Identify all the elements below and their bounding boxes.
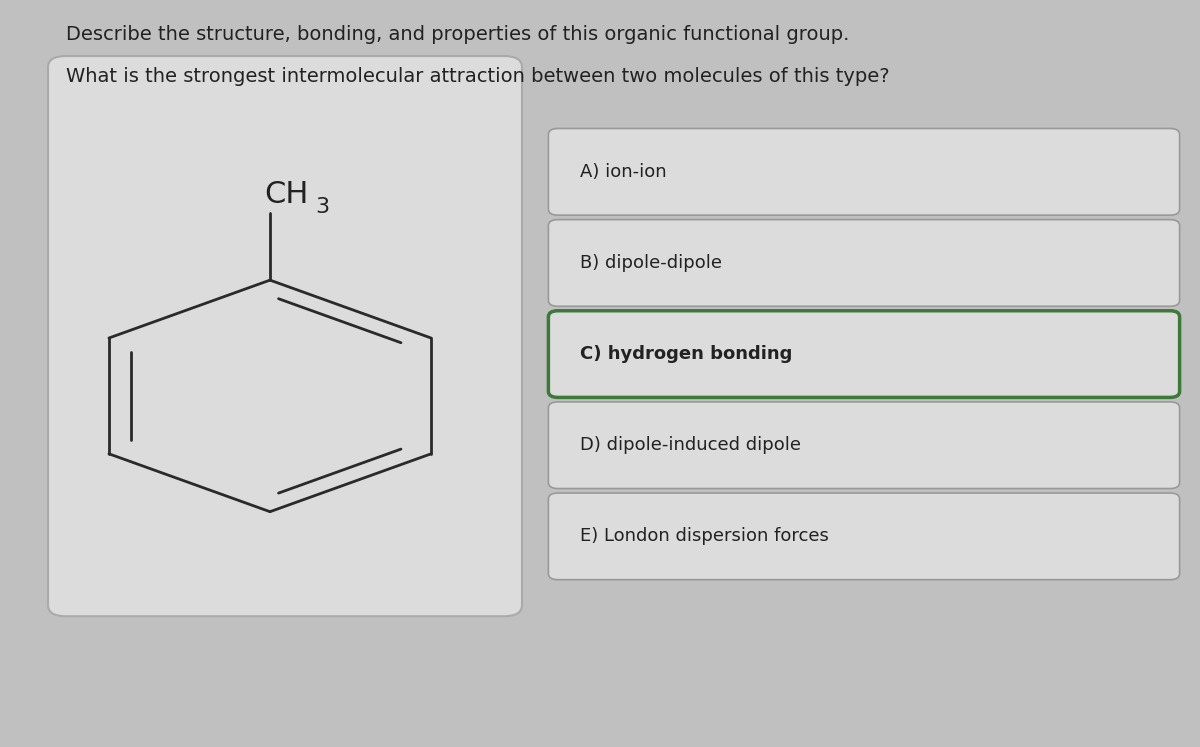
Text: E) London dispersion forces: E) London dispersion forces <box>580 527 828 545</box>
FancyBboxPatch shape <box>548 311 1180 397</box>
Text: 3: 3 <box>316 196 330 217</box>
FancyBboxPatch shape <box>48 56 522 616</box>
Text: B) dipole-dipole: B) dipole-dipole <box>580 254 721 272</box>
Text: Describe the structure, bonding, and properties of this organic functional group: Describe the structure, bonding, and pro… <box>66 25 850 43</box>
Text: What is the strongest intermolecular attraction between two molecules of this ty: What is the strongest intermolecular att… <box>66 67 889 86</box>
FancyBboxPatch shape <box>548 493 1180 580</box>
FancyBboxPatch shape <box>548 128 1180 215</box>
FancyBboxPatch shape <box>548 220 1180 306</box>
FancyBboxPatch shape <box>548 402 1180 489</box>
Text: CH: CH <box>264 180 308 209</box>
Text: D) dipole-induced dipole: D) dipole-induced dipole <box>580 436 800 454</box>
Text: A) ion-ion: A) ion-ion <box>580 163 666 181</box>
Text: C) hydrogen bonding: C) hydrogen bonding <box>580 345 792 363</box>
